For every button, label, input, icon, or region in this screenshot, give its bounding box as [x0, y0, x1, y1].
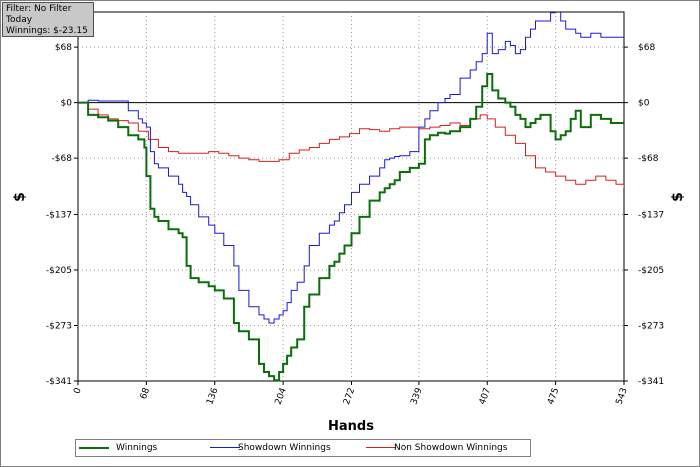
y-tick-label-right: -$273 — [638, 321, 664, 331]
y-tick-label-right: $0 — [638, 99, 650, 109]
y-tick-label-left: -$137 — [46, 210, 72, 220]
y-tick-label-left: $0 — [61, 99, 73, 109]
x-tick-label: 339 — [409, 386, 424, 406]
y-tick-label-left: -$273 — [46, 321, 72, 331]
y-axis-title-right: $ — [670, 192, 686, 202]
y-tick-label-left: $68 — [55, 43, 72, 53]
x-tick-label: 0 — [72, 386, 83, 395]
x-tick-label: 475 — [546, 387, 561, 407]
legend-label: Winnings — [116, 443, 158, 453]
y-tick-label-right: $68 — [638, 43, 655, 53]
y-axis-title-left: $ — [12, 192, 28, 202]
x-tick-label: 407 — [478, 387, 493, 407]
x-tick-label: 68 — [139, 386, 152, 400]
legend-label: Non Showdown Winnings — [394, 443, 508, 453]
legend-swatch — [79, 447, 109, 449]
y-tick-label-left: -$68 — [52, 154, 73, 164]
y-tick-label-right: -$137 — [638, 210, 664, 220]
y-tick-label-right: -$341 — [638, 377, 664, 387]
y-tick-label-left: -$341 — [46, 377, 72, 387]
legend-swatch — [366, 447, 396, 448]
legend-swatch — [210, 447, 240, 448]
x-axis-title: Hands — [328, 419, 374, 434]
filter-period: Today — [6, 15, 33, 25]
filter-info-box: Filter: No Filter Today Winnings: $-23.1… — [2, 2, 94, 37]
legend-label: Showdown Winnings — [238, 443, 331, 453]
chart-legend: Winnings Showdown Winnings Non Showdown Wi… — [75, 439, 531, 457]
y-tick-label-right: -$68 — [638, 154, 659, 164]
y-tick-label-left: -$205 — [46, 266, 72, 276]
x-tick-label: 272 — [342, 387, 357, 407]
series-line-non-showdown-winnings — [78, 102, 624, 189]
series-line-showdown-winnings — [78, 12, 624, 324]
x-tick-label: 204 — [274, 386, 289, 406]
series-line-winnings — [78, 73, 624, 381]
y-tick-label-right: -$205 — [638, 266, 664, 276]
x-tick-label: 136 — [205, 386, 220, 406]
plot-area — [77, 11, 625, 382]
filter-winnings: Winnings: $-23.15 — [6, 26, 88, 36]
filter-label: Filter: No Filter — [6, 4, 72, 14]
x-tick-label: 543 — [615, 387, 630, 407]
